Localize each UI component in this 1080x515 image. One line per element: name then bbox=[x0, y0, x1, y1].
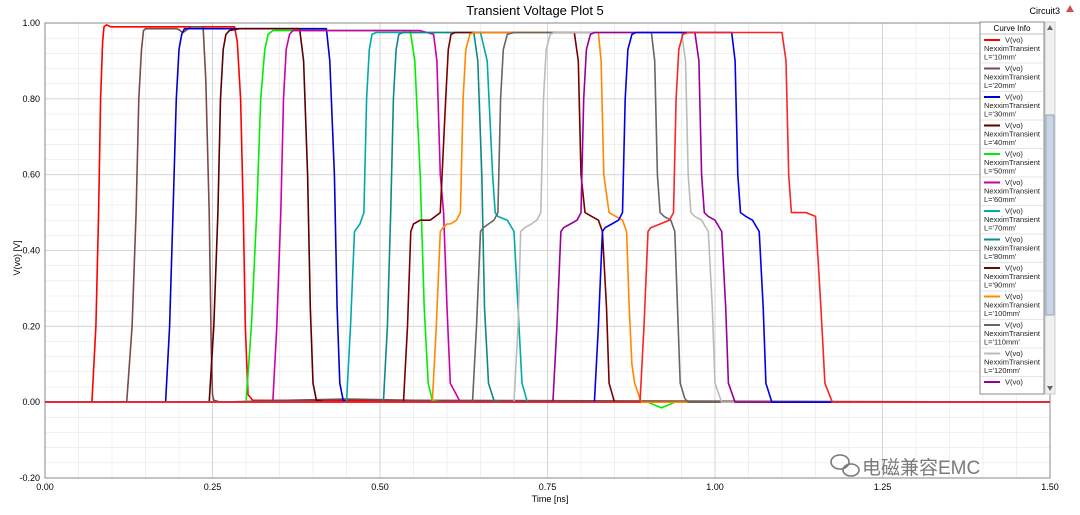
tick-labels: 0.00 0.25 0.50 0.75 1.00 1.25 1.50-0.200.000.2… bbox=[19, 18, 1058, 492]
legend-solver: NexximTransient bbox=[984, 329, 1041, 338]
legend-name: V(vo) bbox=[1005, 121, 1023, 130]
legend-param: L='90mm' bbox=[984, 281, 1017, 290]
legend-solver: NexximTransient bbox=[984, 358, 1041, 367]
series-line bbox=[45, 29, 1050, 403]
series-line bbox=[45, 29, 1050, 409]
y-tick-label: 0.00 bbox=[22, 397, 40, 407]
legend-name: V(vo) bbox=[1005, 93, 1023, 102]
legend-name: V(vo) bbox=[1005, 264, 1023, 273]
circuit-badge: Circuit3 bbox=[1029, 6, 1060, 16]
legend-title: Curve Info bbox=[994, 24, 1031, 33]
legend-name: V(vo) bbox=[1005, 178, 1023, 187]
legend-panel[interactable]: Curve Info V(vo)NexximTransientL='10mm'V… bbox=[979, 21, 1045, 395]
series-line bbox=[45, 31, 1050, 403]
legend-solver: NexximTransient bbox=[984, 244, 1041, 253]
series-line bbox=[45, 24, 1051, 403]
legend-solver: NexximTransient bbox=[984, 272, 1041, 281]
x-tick-label: 0.00 bbox=[36, 482, 54, 492]
y-tick-label: 0.20 bbox=[22, 321, 40, 331]
x-tick-label: 0.75 bbox=[539, 482, 557, 492]
series-line bbox=[45, 31, 1050, 403]
scroll-down-arrow-icon[interactable] bbox=[1047, 386, 1053, 391]
wechat-watermark: 电磁兼容EMC bbox=[830, 454, 980, 479]
wechat-logo-icon bbox=[830, 454, 860, 477]
legend-name: V(vo) bbox=[1005, 292, 1023, 301]
series-line bbox=[45, 31, 1050, 403]
y-tick-label: 0.40 bbox=[22, 246, 40, 256]
legend-name: V(vo) bbox=[1005, 378, 1023, 387]
scrollbar-thumb[interactable] bbox=[1045, 114, 1055, 316]
legend-entry: V(vo) bbox=[984, 378, 1023, 387]
grid bbox=[44, 22, 1051, 479]
badge-triangle-icon[interactable] bbox=[1066, 5, 1074, 12]
y-tick-label: -0.20 bbox=[19, 473, 40, 483]
watermark-text: 电磁兼容EMC bbox=[862, 457, 980, 479]
y-axis-label: V(vo) [V] bbox=[12, 240, 22, 275]
series-lines bbox=[45, 24, 1051, 409]
scroll-up-arrow-icon[interactable] bbox=[1047, 25, 1053, 30]
legend-scrollbar[interactable] bbox=[1044, 21, 1056, 395]
legend-solver: NexximTransient bbox=[984, 215, 1041, 224]
legend-solver: NexximTransient bbox=[984, 187, 1041, 196]
legend-name: V(vo) bbox=[1005, 235, 1023, 244]
series-line bbox=[45, 31, 1050, 403]
x-tick-label: 1.50 bbox=[1041, 482, 1059, 492]
legend-param: L='100mm' bbox=[984, 309, 1021, 318]
legend-name: V(vo) bbox=[1005, 349, 1023, 358]
legend-solver: NexximTransient bbox=[984, 301, 1041, 310]
x-tick-label: 0.25 bbox=[204, 482, 222, 492]
legend-param: L='40mm' bbox=[984, 138, 1017, 147]
legend-items: V(vo)NexximTransientL='10mm'V(vo)NexximT… bbox=[980, 36, 1044, 387]
x-axis-label: Time [ns] bbox=[532, 494, 569, 504]
series-line bbox=[45, 31, 1050, 403]
legend-param: L='110mm' bbox=[984, 338, 1020, 347]
legend-param: L='50mm' bbox=[984, 167, 1017, 176]
x-tick-label: 1.00 bbox=[706, 482, 724, 492]
legend-solver: NexximTransient bbox=[984, 158, 1041, 167]
legend-solver: NexximTransient bbox=[984, 44, 1041, 53]
series-line bbox=[45, 27, 1050, 403]
legend-name: V(vo) bbox=[1005, 207, 1023, 216]
legend-solver: NexximTransient bbox=[984, 130, 1041, 139]
chart-title: Transient Voltage Plot 5 bbox=[466, 3, 604, 18]
series-line bbox=[45, 31, 1050, 403]
legend-param: L='120mm' bbox=[984, 366, 1021, 375]
y-tick-label: 0.60 bbox=[22, 170, 40, 180]
legend-param: L='10mm' bbox=[984, 53, 1017, 62]
x-tick-label: 1.25 bbox=[874, 482, 892, 492]
legend-param: L='30mm' bbox=[984, 110, 1017, 119]
legend-name: V(vo) bbox=[1005, 321, 1023, 330]
legend-name: V(vo) bbox=[1005, 36, 1023, 45]
legend-solver: NexximTransient bbox=[984, 101, 1041, 110]
series-line bbox=[45, 31, 1050, 403]
y-tick-label: 0.80 bbox=[22, 94, 40, 104]
legend-name: V(vo) bbox=[1005, 150, 1023, 159]
legend-param: L='60mm' bbox=[984, 195, 1017, 204]
legend-param: L='20mm' bbox=[984, 81, 1017, 90]
legend-param: L='70mm' bbox=[984, 224, 1017, 233]
y-tick-label: 1.00 bbox=[22, 18, 40, 28]
legend-param: L='80mm' bbox=[984, 252, 1017, 261]
legend-solver: NexximTransient bbox=[984, 73, 1041, 82]
legend-name: V(vo) bbox=[1005, 64, 1023, 73]
x-tick-label: 0.50 bbox=[371, 482, 389, 492]
